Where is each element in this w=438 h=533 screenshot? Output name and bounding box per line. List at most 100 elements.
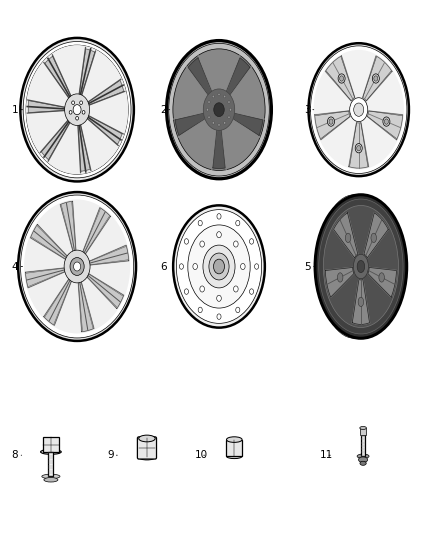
Polygon shape <box>352 279 370 325</box>
Ellipse shape <box>214 103 224 117</box>
Polygon shape <box>230 112 263 135</box>
Ellipse shape <box>206 108 208 111</box>
Ellipse shape <box>228 101 230 103</box>
Polygon shape <box>88 116 122 144</box>
Polygon shape <box>188 58 213 98</box>
Bar <box>361 435 365 456</box>
Polygon shape <box>225 58 250 98</box>
Ellipse shape <box>357 261 365 272</box>
Ellipse shape <box>385 119 389 124</box>
Polygon shape <box>31 224 68 260</box>
Text: 4: 4 <box>12 262 18 271</box>
Ellipse shape <box>354 103 364 116</box>
Polygon shape <box>325 56 355 101</box>
Bar <box>226 440 242 456</box>
Ellipse shape <box>20 38 134 181</box>
Ellipse shape <box>74 262 81 271</box>
Ellipse shape <box>339 76 343 81</box>
Polygon shape <box>213 126 225 168</box>
Ellipse shape <box>319 199 403 334</box>
Polygon shape <box>25 268 66 288</box>
Ellipse shape <box>139 455 155 460</box>
Ellipse shape <box>169 43 269 176</box>
Ellipse shape <box>24 199 130 334</box>
Bar <box>48 452 53 477</box>
Ellipse shape <box>184 289 188 294</box>
Ellipse shape <box>217 214 221 219</box>
Ellipse shape <box>353 254 368 279</box>
Ellipse shape <box>179 264 184 269</box>
Ellipse shape <box>250 239 254 244</box>
Ellipse shape <box>357 146 361 151</box>
Ellipse shape <box>318 195 390 338</box>
Ellipse shape <box>208 116 210 119</box>
Ellipse shape <box>345 233 351 243</box>
Ellipse shape <box>21 195 134 338</box>
Ellipse shape <box>203 245 235 288</box>
Ellipse shape <box>226 454 242 458</box>
Ellipse shape <box>372 74 379 83</box>
Ellipse shape <box>328 117 335 126</box>
Ellipse shape <box>350 98 368 122</box>
Ellipse shape <box>203 89 235 131</box>
Ellipse shape <box>212 122 214 124</box>
Polygon shape <box>78 280 94 332</box>
Text: 2: 2 <box>160 104 167 115</box>
Ellipse shape <box>64 250 90 283</box>
Ellipse shape <box>173 49 265 171</box>
Polygon shape <box>42 120 70 160</box>
Polygon shape <box>368 268 396 297</box>
Ellipse shape <box>358 297 364 306</box>
Ellipse shape <box>226 437 242 442</box>
Ellipse shape <box>233 241 238 247</box>
Text: 6: 6 <box>160 262 167 271</box>
Polygon shape <box>28 101 65 112</box>
Ellipse shape <box>360 426 367 430</box>
Ellipse shape <box>177 209 261 324</box>
Ellipse shape <box>200 241 205 247</box>
Ellipse shape <box>323 206 399 327</box>
Ellipse shape <box>314 50 404 169</box>
Polygon shape <box>175 112 208 135</box>
Ellipse shape <box>73 104 81 115</box>
Ellipse shape <box>228 116 230 119</box>
Ellipse shape <box>42 474 60 479</box>
Polygon shape <box>364 213 388 258</box>
Text: 8: 8 <box>12 450 18 460</box>
Ellipse shape <box>218 93 220 96</box>
Ellipse shape <box>379 273 385 282</box>
Bar <box>360 428 367 435</box>
Polygon shape <box>325 268 354 297</box>
Polygon shape <box>88 245 129 265</box>
Polygon shape <box>334 213 358 258</box>
Ellipse shape <box>359 457 367 463</box>
Ellipse shape <box>315 195 407 338</box>
Ellipse shape <box>209 253 229 280</box>
Text: 11: 11 <box>319 450 333 460</box>
Polygon shape <box>78 125 90 171</box>
Ellipse shape <box>224 95 226 98</box>
Ellipse shape <box>41 449 61 454</box>
Ellipse shape <box>240 263 245 270</box>
Polygon shape <box>45 56 71 98</box>
Text: 5: 5 <box>304 262 311 271</box>
Ellipse shape <box>208 101 210 103</box>
Ellipse shape <box>217 314 221 319</box>
FancyBboxPatch shape <box>138 437 156 459</box>
Ellipse shape <box>198 220 202 226</box>
Ellipse shape <box>329 119 333 124</box>
Ellipse shape <box>217 232 221 238</box>
Ellipse shape <box>70 257 84 276</box>
Polygon shape <box>363 56 392 101</box>
Ellipse shape <box>224 122 226 124</box>
Ellipse shape <box>23 42 131 178</box>
Ellipse shape <box>371 233 377 243</box>
Ellipse shape <box>212 95 214 98</box>
Polygon shape <box>349 123 369 168</box>
Polygon shape <box>88 80 124 105</box>
Text: 10: 10 <box>195 450 208 460</box>
Ellipse shape <box>357 454 369 458</box>
Polygon shape <box>367 111 403 140</box>
Polygon shape <box>79 49 95 95</box>
Ellipse shape <box>193 263 198 270</box>
